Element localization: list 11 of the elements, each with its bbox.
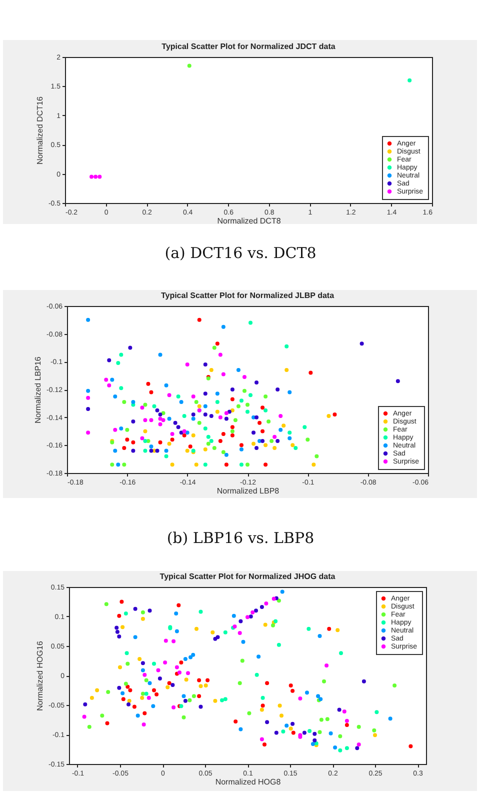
text: (b) LBP16 vs. LBP8 bbox=[166, 529, 316, 547]
y-axis-title: Normalized DCT16 bbox=[35, 96, 44, 165]
y-axis-title: Normalized HOG16 bbox=[36, 640, 45, 711]
chart-title: Typical Scatter Plot for Normalized JHOG data bbox=[160, 572, 336, 581]
x-axis-title: Normalized LBP8 bbox=[216, 486, 280, 496]
chart-title: Typical Scatter Plot for Normalized JLBP data bbox=[160, 291, 335, 300]
x-axis-title: Normalized DCT8 bbox=[217, 216, 282, 226]
y-axis-title: Normalized LBP16 bbox=[34, 356, 43, 424]
chart-title: Typical Scatter Plot for Normalized JDCT data bbox=[162, 42, 336, 51]
x-axis-title: Normalized HOG8 bbox=[215, 778, 282, 786]
text: (a) DCT16 vs. DCT8 bbox=[164, 244, 318, 262]
